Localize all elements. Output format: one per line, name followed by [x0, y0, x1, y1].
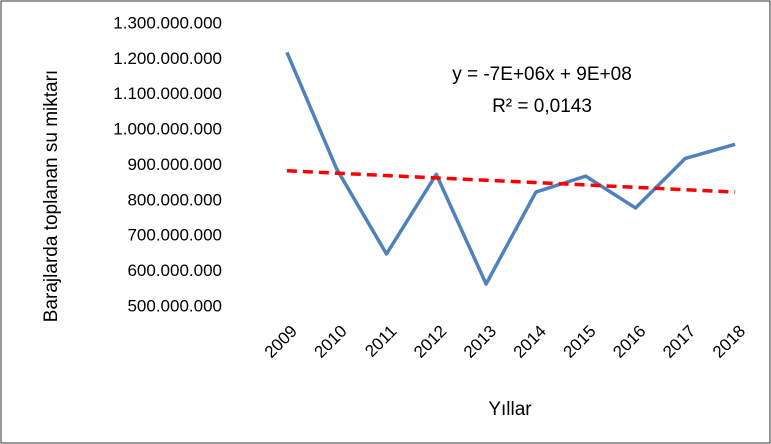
y-tick-label: 1.000.000.000	[113, 120, 222, 139]
data-line	[285, 51, 736, 286]
y-tick-label: 800.000.000	[127, 190, 222, 209]
y-tick-label: 500.000.000	[127, 296, 222, 315]
y-tick-label: 1.200.000.000	[113, 49, 222, 68]
x-axis-label: Yıllar	[488, 399, 532, 420]
y-tick-label: 900.000.000	[127, 155, 222, 174]
trend-equation: y = -7E+06x + 9E+08	[452, 64, 632, 85]
trend-line	[286, 169, 736, 194]
y-tick-label: 1.100.000.000	[113, 84, 222, 103]
y-tick-label: 1.300.000.000	[113, 13, 222, 32]
trend-r-squared: R² = 0,0143	[492, 96, 592, 117]
y-tick-label: 600.000.000	[127, 261, 222, 280]
y-tick-label: 700.000.000	[127, 226, 222, 245]
y-axis-label: Barajlarda toplanan su miktarı	[41, 70, 62, 322]
